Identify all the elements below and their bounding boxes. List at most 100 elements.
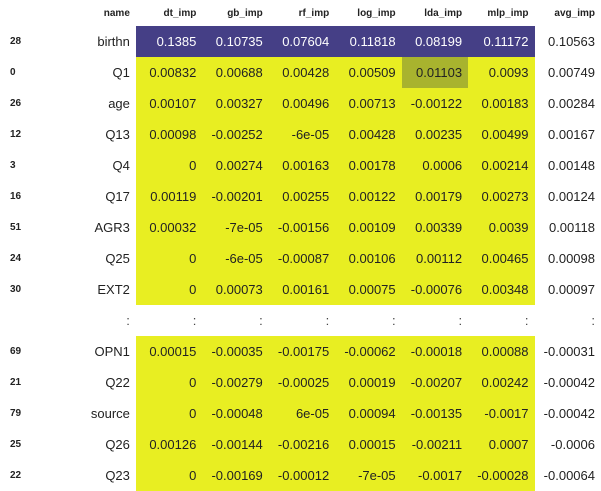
cell-log-imp: 0.00106 [335, 243, 402, 274]
column-header-log-imp[interactable]: log_imp [335, 0, 402, 26]
cell-avg-imp: -0.00031 [534, 336, 601, 367]
cell-dt-imp: 0.00119 [135, 181, 203, 212]
cell-lda-imp: -0.00018 [401, 336, 469, 367]
cell-dt-imp: 0.00032 [135, 212, 203, 243]
cell-dt-imp: 0 [135, 460, 203, 491]
cell-avg-imp: 0.00098 [534, 243, 601, 274]
row-index: 0 [0, 57, 54, 88]
cell-name: Q17 [53, 181, 136, 212]
cell-name: EXT2 [53, 274, 136, 305]
row-index [0, 305, 54, 336]
cell-name: Q26 [53, 429, 136, 460]
column-header-mlp-imp[interactable]: mlp_imp [468, 0, 535, 26]
cell-dt-imp: 0.00015 [135, 336, 203, 367]
cell-mlp-imp: 0.11172 [468, 26, 535, 57]
cell-dt-imp: 0.00126 [135, 429, 203, 460]
cell-mlp-imp: 0.0093 [468, 57, 535, 88]
table-row: 16 Q17 0.00119 -0.00201 0.00255 0.00122 … [0, 181, 601, 212]
ellipsis-rf: : [268, 305, 336, 336]
cell-avg-imp: 0.00124 [534, 181, 601, 212]
ellipsis-avg: : [534, 305, 601, 336]
row-index: 51 [0, 212, 54, 243]
cell-log-imp: 0.00713 [335, 88, 402, 119]
row-index: 21 [0, 367, 54, 398]
cell-mlp-imp: 0.00499 [468, 119, 535, 150]
cell-name: Q13 [53, 119, 136, 150]
cell-log-imp: -0.00062 [335, 336, 402, 367]
cell-gb-imp: -0.00144 [202, 429, 269, 460]
cell-log-imp: 0.00019 [335, 367, 402, 398]
column-header-gb-imp[interactable]: gb_imp [202, 0, 269, 26]
cell-mlp-imp: 0.00273 [468, 181, 535, 212]
cell-lda-imp: -0.0017 [401, 460, 469, 491]
cell-avg-imp: -0.0006 [534, 429, 601, 460]
row-index: 22 [0, 460, 54, 491]
cell-rf-imp: 0.00161 [268, 274, 336, 305]
table-row: 22 Q23 0 -0.00169 -0.00012 -7e-05 -0.001… [0, 460, 601, 491]
cell-avg-imp: 0.00118 [534, 212, 601, 243]
cell-mlp-imp: 0.00214 [468, 150, 535, 181]
column-header-avg-imp[interactable]: avg_imp [534, 0, 601, 26]
row-index: 25 [0, 429, 54, 460]
table-row: 21 Q22 0 -0.00279 -0.00025 0.00019 -0.00… [0, 367, 601, 398]
cell-gb-imp: -7e-05 [202, 212, 269, 243]
cell-dt-imp: 0.00098 [135, 119, 203, 150]
cell-log-imp: 0.00509 [335, 57, 402, 88]
cell-rf-imp: -0.00175 [268, 336, 336, 367]
table-row: 69 OPN1 0.00015 -0.00035 -0.00175 -0.000… [0, 336, 601, 367]
table-row: 3 Q4 0 0.00274 0.00163 0.00178 0.0006 0.… [0, 150, 601, 181]
cell-rf-imp: 0.00255 [268, 181, 336, 212]
cell-avg-imp: -0.00064 [534, 460, 601, 491]
cell-log-imp: 0.00109 [335, 212, 402, 243]
ellipsis-row: : : : : : : : : [0, 305, 601, 336]
cell-gb-imp: -0.00279 [202, 367, 269, 398]
cell-lda-imp: 0.08199 [401, 26, 469, 57]
cell-mlp-imp: 0.00242 [468, 367, 535, 398]
row-index: 69 [0, 336, 54, 367]
row-index: 3 [0, 150, 54, 181]
table-row: 30 EXT2 0 0.00073 0.00161 0.00075 -0.000… [0, 274, 601, 305]
column-header-name[interactable]: name [53, 0, 136, 26]
index-header [0, 0, 54, 26]
column-header-dt-imp[interactable]: dt_imp [135, 0, 203, 26]
cell-avg-imp: 0.00749 [534, 57, 601, 88]
cell-lda-imp: -0.00207 [401, 367, 469, 398]
table-row: 24 Q25 0 -6e-05 -0.00087 0.00106 0.00112… [0, 243, 601, 274]
cell-mlp-imp: 0.0039 [468, 212, 535, 243]
cell-gb-imp: -0.00169 [202, 460, 269, 491]
cell-rf-imp: -0.00216 [268, 429, 336, 460]
cell-log-imp: -7e-05 [335, 460, 402, 491]
cell-avg-imp: 0.00167 [534, 119, 601, 150]
cell-rf-imp: -0.00012 [268, 460, 336, 491]
cell-dt-imp: 0 [135, 274, 203, 305]
cell-gb-imp: -6e-05 [202, 243, 269, 274]
column-header-lda-imp[interactable]: lda_imp [401, 0, 469, 26]
cell-log-imp: 0.00428 [335, 119, 402, 150]
cell-mlp-imp: -0.00028 [468, 460, 535, 491]
table-row: 12 Q13 0.00098 -0.00252 -6e-05 0.00428 0… [0, 119, 601, 150]
cell-name: Q22 [53, 367, 136, 398]
cell-mlp-imp: 0.00465 [468, 243, 535, 274]
row-index: 16 [0, 181, 54, 212]
cell-gb-imp: 0.00327 [202, 88, 269, 119]
cell-dt-imp: 0 [135, 243, 203, 274]
cell-lda-imp: 0.00112 [401, 243, 469, 274]
cell-name: birthn [53, 26, 136, 57]
ellipsis-name: : [53, 305, 136, 336]
cell-rf-imp: 0.07604 [268, 26, 336, 57]
table-row: 0 Q1 0.00832 0.00688 0.00428 0.00509 0.0… [0, 57, 601, 88]
cell-gb-imp: 0.00688 [202, 57, 269, 88]
table-row: 28 birthn 0.1385 0.10735 0.07604 0.11818… [0, 26, 601, 57]
cell-log-imp: 0.00122 [335, 181, 402, 212]
header-row: name dt_imp gb_imp rf_imp log_imp lda_im… [0, 0, 601, 26]
cell-log-imp: 0.00075 [335, 274, 402, 305]
cell-avg-imp: 0.00148 [534, 150, 601, 181]
column-header-rf-imp[interactable]: rf_imp [268, 0, 336, 26]
cell-gb-imp: -0.00035 [202, 336, 269, 367]
cell-avg-imp: 0.00284 [534, 88, 601, 119]
cell-avg-imp: -0.00042 [534, 367, 601, 398]
cell-lda-imp: 0.00179 [401, 181, 469, 212]
cell-name: AGR3 [53, 212, 136, 243]
cell-rf-imp: 0.00496 [268, 88, 336, 119]
